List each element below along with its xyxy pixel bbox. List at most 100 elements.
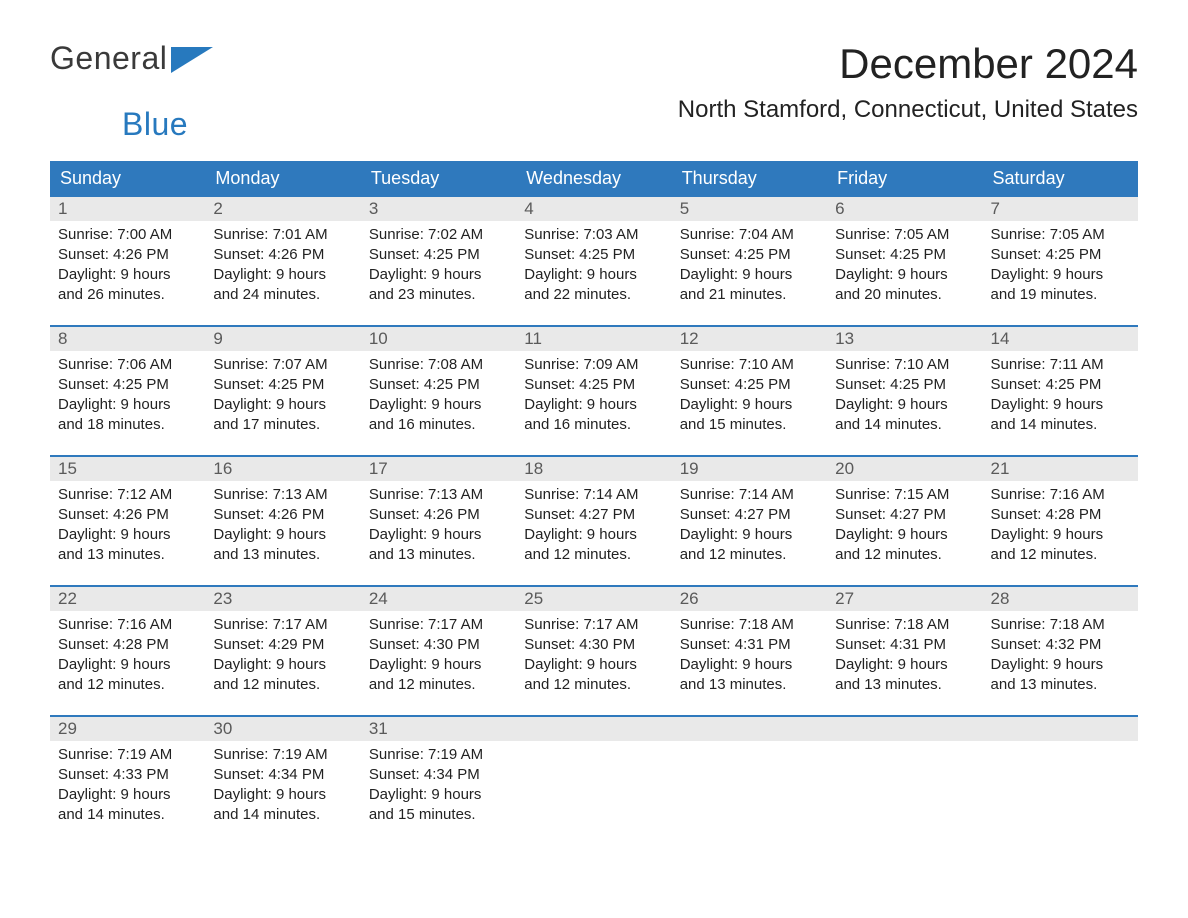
day-number: 18	[524, 459, 543, 478]
daylight-line-2: and 16 minutes.	[524, 415, 663, 435]
day-number-strip: 23	[205, 587, 360, 611]
sunrise-line: Sunrise: 7:10 AM	[680, 355, 819, 375]
sunset-line: Sunset: 4:30 PM	[524, 635, 663, 655]
day-number: 1	[58, 199, 67, 218]
day-number: 13	[835, 329, 854, 348]
sunrise-line: Sunrise: 7:17 AM	[524, 615, 663, 635]
sunrise-line: Sunrise: 7:07 AM	[213, 355, 352, 375]
calendar-day-cell: 19Sunrise: 7:14 AMSunset: 4:27 PMDayligh…	[672, 456, 827, 586]
day-number-strip: 24	[361, 587, 516, 611]
weekday-header: Monday	[205, 161, 360, 196]
day-details: Sunrise: 7:09 AMSunset: 4:25 PMDaylight:…	[516, 351, 671, 435]
daylight-line-2: and 12 minutes.	[369, 675, 508, 695]
daylight-line-1: Daylight: 9 hours	[213, 395, 352, 415]
sunset-line: Sunset: 4:33 PM	[58, 765, 197, 785]
calendar-day-cell: 21Sunrise: 7:16 AMSunset: 4:28 PMDayligh…	[983, 456, 1138, 586]
day-number-strip: 14	[983, 327, 1138, 351]
day-number-strip: 11	[516, 327, 671, 351]
daylight-line-2: and 12 minutes.	[58, 675, 197, 695]
day-number: 17	[369, 459, 388, 478]
daylight-line-1: Daylight: 9 hours	[680, 525, 819, 545]
sunrise-line: Sunrise: 7:01 AM	[213, 225, 352, 245]
daylight-line-1: Daylight: 9 hours	[835, 395, 974, 415]
brand-word-2: Blue	[122, 106, 188, 143]
daylight-line-1: Daylight: 9 hours	[58, 785, 197, 805]
daylight-line-1: Daylight: 9 hours	[680, 395, 819, 415]
day-number: 11	[524, 329, 542, 348]
weekday-header: Friday	[827, 161, 982, 196]
calendar-day-cell: 9Sunrise: 7:07 AMSunset: 4:25 PMDaylight…	[205, 326, 360, 456]
sunrise-line: Sunrise: 7:18 AM	[991, 615, 1130, 635]
sunrise-line: Sunrise: 7:00 AM	[58, 225, 197, 245]
day-number: 25	[524, 589, 543, 608]
day-number-strip: 19	[672, 457, 827, 481]
daylight-line-1: Daylight: 9 hours	[991, 265, 1130, 285]
calendar-day-cell: 15Sunrise: 7:12 AMSunset: 4:26 PMDayligh…	[50, 456, 205, 586]
day-number: 3	[369, 199, 378, 218]
daylight-line-1: Daylight: 9 hours	[991, 525, 1130, 545]
daylight-line-2: and 14 minutes.	[58, 805, 197, 825]
month-title: December 2024	[678, 40, 1138, 88]
day-number-strip: 27	[827, 587, 982, 611]
calendar-day-cell: 17 Sunrise: 7:13 AMSunset: 4:26 PMDayligh…	[361, 456, 516, 586]
daylight-line-1: Daylight: 9 hours	[680, 265, 819, 285]
day-details: Sunrise: 7:06 AMSunset: 4:25 PMDaylight:…	[50, 351, 205, 435]
weekday-header: Wednesday	[516, 161, 671, 196]
sunset-line: Sunset: 4:27 PM	[680, 505, 819, 525]
sunrise-line: Sunrise: 7:17 AM	[213, 615, 352, 635]
day-number: 12	[680, 329, 699, 348]
sunset-line: Sunset: 4:25 PM	[991, 245, 1130, 265]
day-details: Sunrise: 7:13 AMSunset: 4:26 PMDaylight:…	[361, 481, 516, 565]
calendar-week-row: 29 Sunrise: 7:19 AM Sunset: 4:33 PMDayligh…	[50, 716, 1138, 845]
daylight-line-2: and 13 minutes.	[369, 545, 508, 565]
calendar-week-row: 1 Sunrise: 7:00 AM Sunset: 4:26 PM Daylight…	[50, 196, 1138, 326]
calendar-day-cell: 20Sunrise: 7:15 AMSunset: 4:27 PMDayligh…	[827, 456, 982, 586]
brand-flag-icon	[167, 40, 213, 77]
weekday-header: Thursday	[672, 161, 827, 196]
sunrise-line: Sunrise: 7:09 AM	[524, 355, 663, 375]
daylight-line-2: and 15 minutes.	[680, 415, 819, 435]
sunset-line: Sunset: 4:25 PM	[835, 245, 974, 265]
calendar-day-cell: 2Sunrise: 7:01 AMSunset: 4:26 PMDaylight…	[205, 196, 360, 326]
daylight-line-1: Daylight: 9 hours	[58, 655, 197, 675]
sunrise-line: Sunrise: 7:04 AM	[680, 225, 819, 245]
day-number-strip: 7	[983, 197, 1138, 221]
day-details: Sunrise: 7:16 AMSunset: 4:28 PMDaylight:…	[50, 611, 205, 695]
calendar-day-cell: 5Sunrise: 7:04 AMSunset: 4:25 PMDaylight…	[672, 196, 827, 326]
day-number: 20	[835, 459, 854, 478]
daylight-line-2: and 13 minutes.	[680, 675, 819, 695]
sunrise-line: Sunrise: 7:11 AM	[991, 355, 1130, 375]
daylight-line-1: Daylight: 9 hours	[524, 525, 663, 545]
daylight-line-1: Daylight: 9 hours	[991, 655, 1130, 675]
day-details: Sunrise: 7:19 AMSunset: 4:34 PMDaylight:…	[361, 741, 516, 825]
sunset-line: Sunset: 4:26 PM	[213, 245, 352, 265]
day-number-strip: 6	[827, 197, 982, 221]
sunrise-line: Sunrise: 7:19 AM	[369, 745, 508, 765]
day-number-strip: 16	[205, 457, 360, 481]
day-number: 10	[369, 329, 388, 348]
day-number: 28	[991, 589, 1010, 608]
day-number-strip: 18	[516, 457, 671, 481]
daylight-line-2: and 12 minutes.	[213, 675, 352, 695]
day-number-strip	[516, 717, 671, 741]
day-details: Sunrise: 7:11 AMSunset: 4:25 PMDaylight:…	[983, 351, 1138, 435]
sunrise-line: Sunrise: 7:18 AM	[680, 615, 819, 635]
day-number-strip: 29	[50, 717, 205, 741]
day-details: Sunrise: 7:18 AMSunset: 4:32 PMDaylight:…	[983, 611, 1138, 695]
calendar-week-row: 8Sunrise: 7:06 AMSunset: 4:25 PMDaylight…	[50, 326, 1138, 456]
sunset-line: Sunset: 4:26 PM	[369, 505, 508, 525]
calendar-day-cell: 27Sunrise: 7:18 AMSunset: 4:31 PMDayligh…	[827, 586, 982, 716]
day-number-strip	[827, 717, 982, 741]
daylight-line-1: Daylight: 9 hours	[369, 655, 508, 675]
day-number: 23	[213, 589, 232, 608]
day-number: 2	[213, 199, 222, 218]
calendar-day-cell: 31Sunrise: 7:19 AMSunset: 4:34 PMDayligh…	[361, 716, 516, 845]
daylight-line-2: and 21 minutes.	[680, 285, 819, 305]
calendar-day-cell: 10Sunrise: 7:08 AMSunset: 4:25 PMDayligh…	[361, 326, 516, 456]
day-number-strip: 22	[50, 587, 205, 611]
sunset-line: Sunset: 4:34 PM	[213, 765, 352, 785]
day-details: Sunrise: 7:07 AMSunset: 4:25 PMDaylight:…	[205, 351, 360, 435]
day-number: 27	[835, 589, 854, 608]
sunrise-line: Sunrise: 7:06 AM	[58, 355, 197, 375]
sunrise-line: Sunrise: 7:05 AM	[835, 225, 974, 245]
